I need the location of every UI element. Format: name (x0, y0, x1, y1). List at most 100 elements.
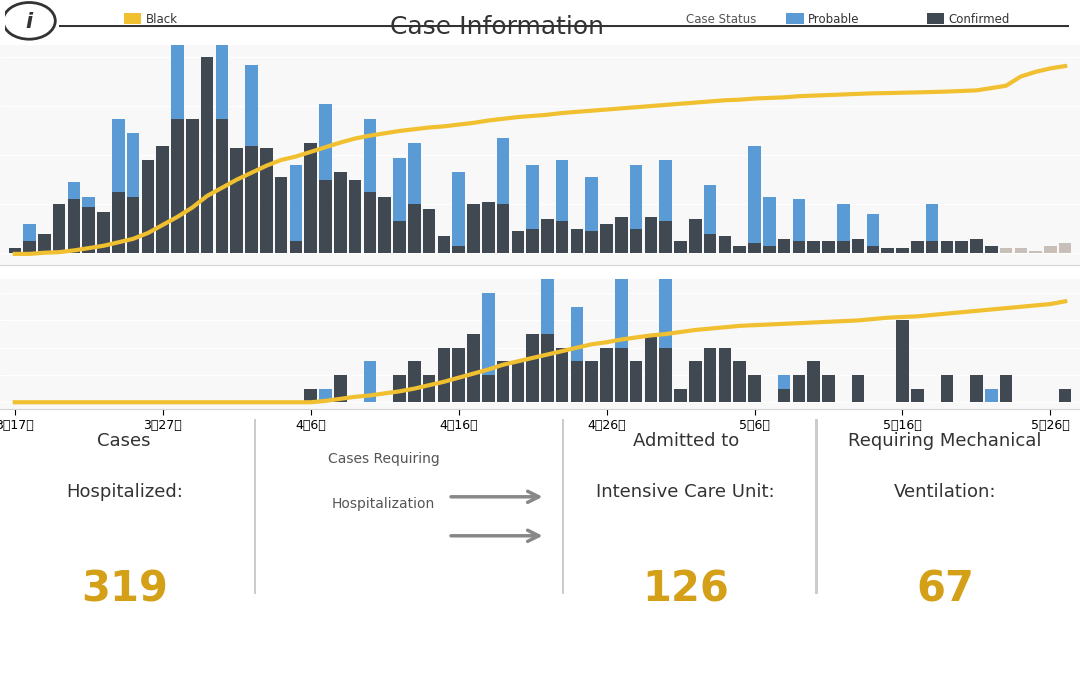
Bar (112, 119, 124, 192)
Bar (1000, 375, 1012, 402)
Bar (541, 219, 554, 253)
Text: Intensive Care Unit:: Intensive Care Unit: (596, 483, 775, 501)
Bar (97, 212, 110, 253)
Bar (422, 209, 435, 253)
Bar (320, 180, 332, 253)
Bar (630, 165, 643, 229)
Text: 67: 67 (916, 569, 974, 611)
Bar (482, 375, 495, 402)
Bar (733, 246, 746, 253)
Bar (526, 165, 539, 229)
Bar (748, 145, 760, 243)
Bar (616, 238, 627, 348)
Bar (764, 246, 775, 253)
Bar (866, 214, 879, 246)
Bar (482, 202, 495, 253)
Text: Last Updated:  2020/5/25: Last Updated: 2020/5/25 (11, 624, 208, 638)
Bar (289, 165, 302, 241)
Bar (970, 375, 983, 402)
Bar (808, 241, 820, 253)
Text: 126: 126 (643, 569, 729, 611)
Text: Hospitalization: Hospitalization (332, 497, 435, 511)
Bar (748, 243, 760, 253)
Bar (852, 375, 864, 402)
Text: Ventilation:: Ventilation: (894, 483, 996, 501)
Bar (512, 231, 524, 253)
Bar (660, 222, 672, 253)
Bar (53, 204, 66, 253)
Bar (364, 119, 376, 192)
Bar (910, 241, 923, 253)
Bar (645, 334, 658, 402)
Bar (1000, 248, 1012, 253)
Bar (141, 161, 154, 253)
FancyBboxPatch shape (254, 419, 256, 594)
Text: Case Status: Case Status (686, 13, 756, 26)
Bar (837, 204, 850, 241)
Text: Case Information: Case Information (390, 15, 604, 40)
Bar (112, 192, 124, 253)
Text: 319: 319 (81, 569, 167, 611)
Bar (778, 375, 791, 389)
Bar (230, 148, 243, 253)
Bar (926, 204, 939, 241)
FancyBboxPatch shape (562, 419, 564, 594)
Bar (172, 0, 184, 119)
Bar (512, 361, 524, 402)
Bar (1058, 243, 1071, 253)
Bar (541, 334, 554, 402)
Bar (793, 199, 806, 241)
Bar (526, 334, 539, 402)
Bar (896, 320, 908, 402)
Bar (570, 306, 583, 361)
Bar (660, 348, 672, 402)
Bar (822, 241, 835, 253)
Bar (68, 182, 80, 199)
Bar (645, 217, 658, 253)
Bar (216, 119, 228, 253)
Bar (82, 197, 95, 206)
Bar (881, 248, 894, 253)
Bar (778, 238, 791, 253)
Bar (216, 0, 228, 119)
Bar (689, 361, 702, 402)
Bar (689, 219, 702, 253)
Circle shape (3, 3, 55, 39)
Bar (393, 222, 406, 253)
Bar (468, 334, 480, 402)
Text: Admitted to: Admitted to (633, 432, 739, 450)
Bar (408, 204, 420, 253)
Text: i: i (26, 12, 32, 32)
Bar (941, 241, 954, 253)
Bar (378, 197, 391, 253)
Bar (718, 348, 731, 402)
Bar (926, 241, 939, 253)
Bar (1014, 248, 1027, 253)
Bar (616, 217, 627, 253)
Text: Probable: Probable (808, 13, 860, 26)
Bar (570, 229, 583, 253)
Bar (393, 375, 406, 402)
Bar (985, 246, 998, 253)
Bar (718, 236, 731, 253)
Text: Hospitalized:: Hospitalized: (66, 483, 183, 501)
Bar (320, 104, 332, 180)
Bar (320, 389, 332, 402)
Bar (630, 229, 643, 253)
Bar (453, 172, 464, 246)
Bar (970, 238, 983, 253)
Bar (364, 192, 376, 253)
Bar (733, 361, 746, 402)
Text: Cases Requiring: Cases Requiring (327, 452, 440, 466)
Bar (570, 361, 583, 402)
Bar (660, 279, 672, 348)
Bar (482, 293, 495, 375)
Text: Hospitalization status is recorded on date of interview; data presented here ref: Hospitalization status is recorded on da… (11, 660, 567, 671)
Bar (956, 241, 968, 253)
Bar (660, 161, 672, 222)
Text: Requiring Mechanical: Requiring Mechanical (848, 432, 1042, 450)
Bar (704, 234, 716, 253)
Bar (1044, 246, 1056, 253)
Bar (453, 246, 464, 253)
Bar (778, 389, 791, 402)
